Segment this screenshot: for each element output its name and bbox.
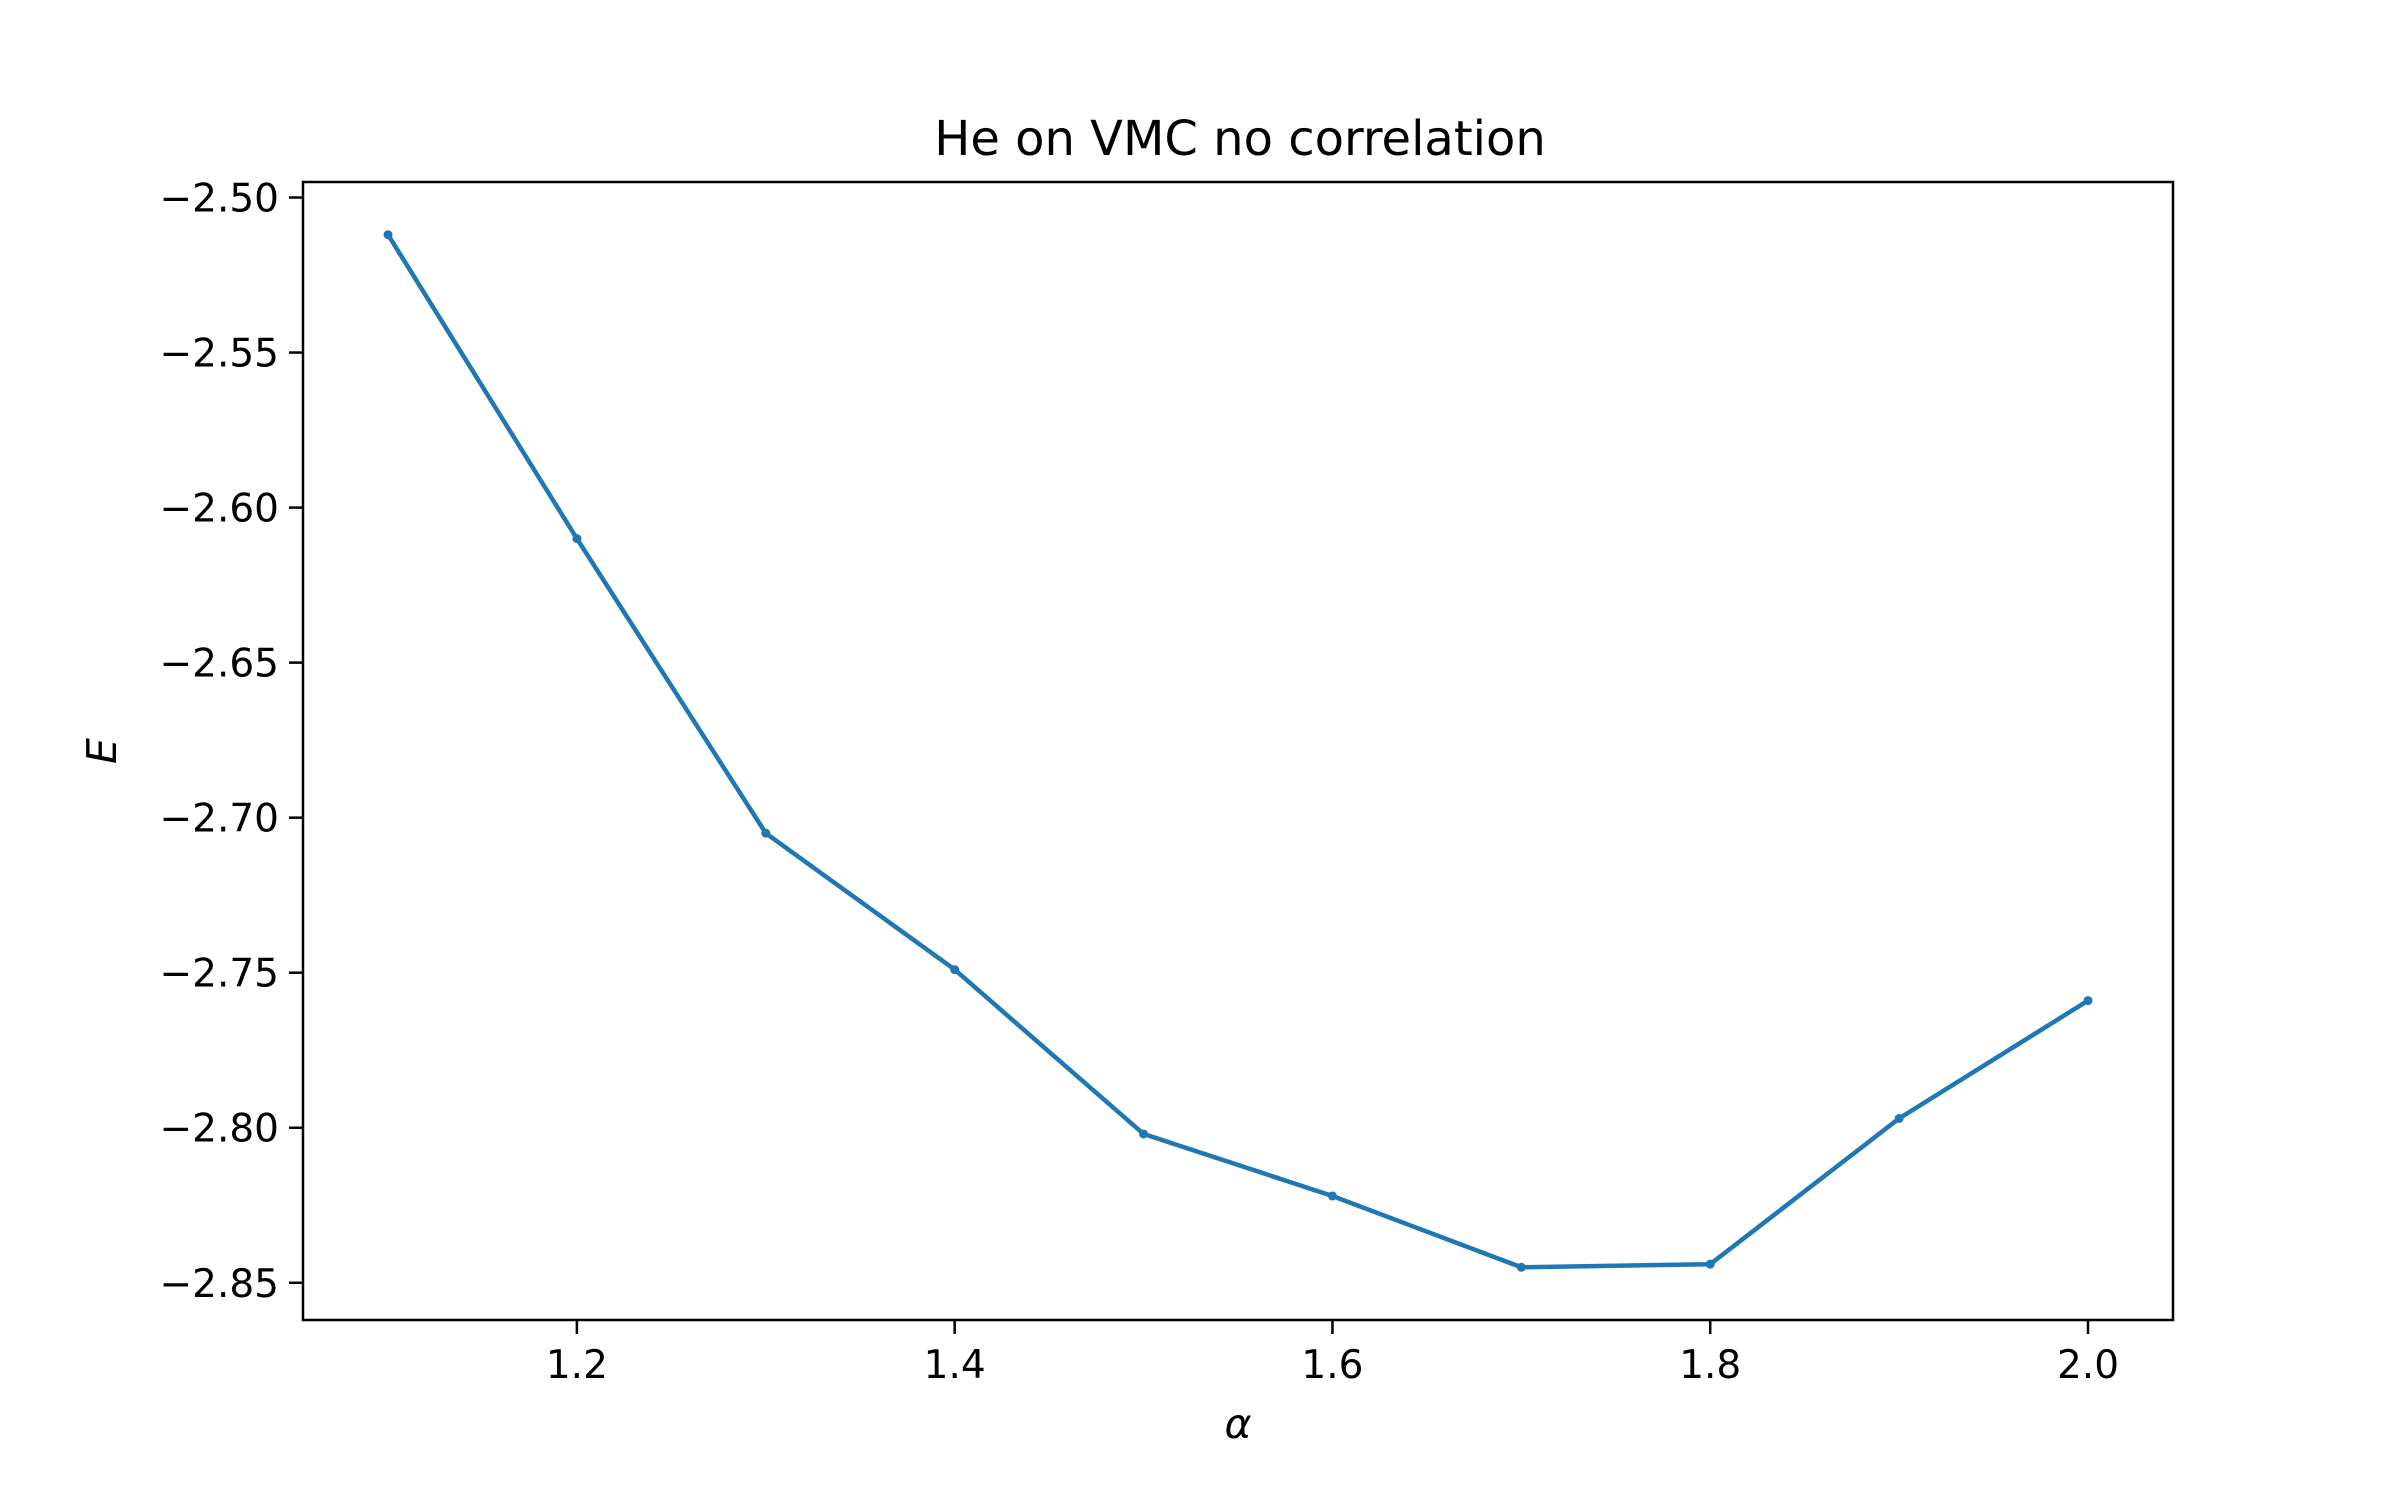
- x-tick-label: 1.2: [546, 1343, 608, 1388]
- data-point: [950, 965, 960, 975]
- data-point: [1705, 1259, 1715, 1269]
- y-tick-label: −2.85: [159, 1262, 279, 1307]
- data-point: [761, 828, 771, 838]
- y-tick-label: −2.65: [159, 642, 279, 687]
- y-axis-label: E: [78, 738, 126, 764]
- data-point: [572, 534, 582, 544]
- y-tick-label: −2.75: [159, 952, 279, 997]
- y-tick-label: −2.50: [159, 177, 279, 222]
- data-point: [383, 230, 393, 240]
- y-axis-ticks: −2.50 −2.55 −2.60 −2.65 −2.70 −2.75 −2.80 −2.85: [159, 177, 303, 1307]
- series-line: [385, 232, 2091, 1270]
- x-axis-label: α: [1224, 1400, 1251, 1448]
- data-point: [1139, 1129, 1149, 1139]
- y-tick-label: −2.60: [159, 487, 279, 532]
- data-point: [1894, 1113, 1904, 1123]
- plot-area-frame: [301, 180, 2175, 1322]
- data-point: [1327, 1191, 1337, 1201]
- chart-title: He on VMC no correlation: [934, 111, 1546, 167]
- x-tick-label: 1.6: [1301, 1343, 1363, 1388]
- x-tick-label: 2.0: [2057, 1343, 2119, 1388]
- y-tick-label: −2.70: [159, 797, 279, 842]
- y-tick-label: −2.80: [159, 1107, 279, 1152]
- x-tick-label: 1.4: [924, 1343, 986, 1388]
- x-tick-label: 1.8: [1679, 1343, 1741, 1388]
- y-tick-label: −2.55: [159, 332, 279, 377]
- series-layer: [383, 230, 2093, 1272]
- data-point: [1516, 1262, 1526, 1272]
- x-axis-ticks: 1.2 1.4 1.6 1.8 2.0: [546, 1320, 2119, 1388]
- data-point: [2083, 996, 2093, 1006]
